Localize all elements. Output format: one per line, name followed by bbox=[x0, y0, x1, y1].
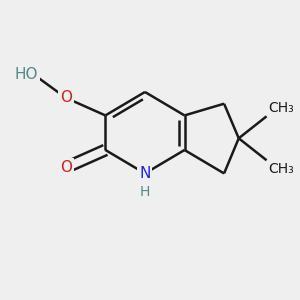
Text: CH₃: CH₃ bbox=[268, 101, 294, 115]
Text: O: O bbox=[60, 160, 72, 175]
Text: H: H bbox=[140, 184, 150, 199]
Text: HO: HO bbox=[14, 67, 38, 82]
Text: N: N bbox=[139, 166, 151, 181]
Text: CH₃: CH₃ bbox=[268, 162, 294, 176]
Text: O: O bbox=[60, 90, 72, 105]
